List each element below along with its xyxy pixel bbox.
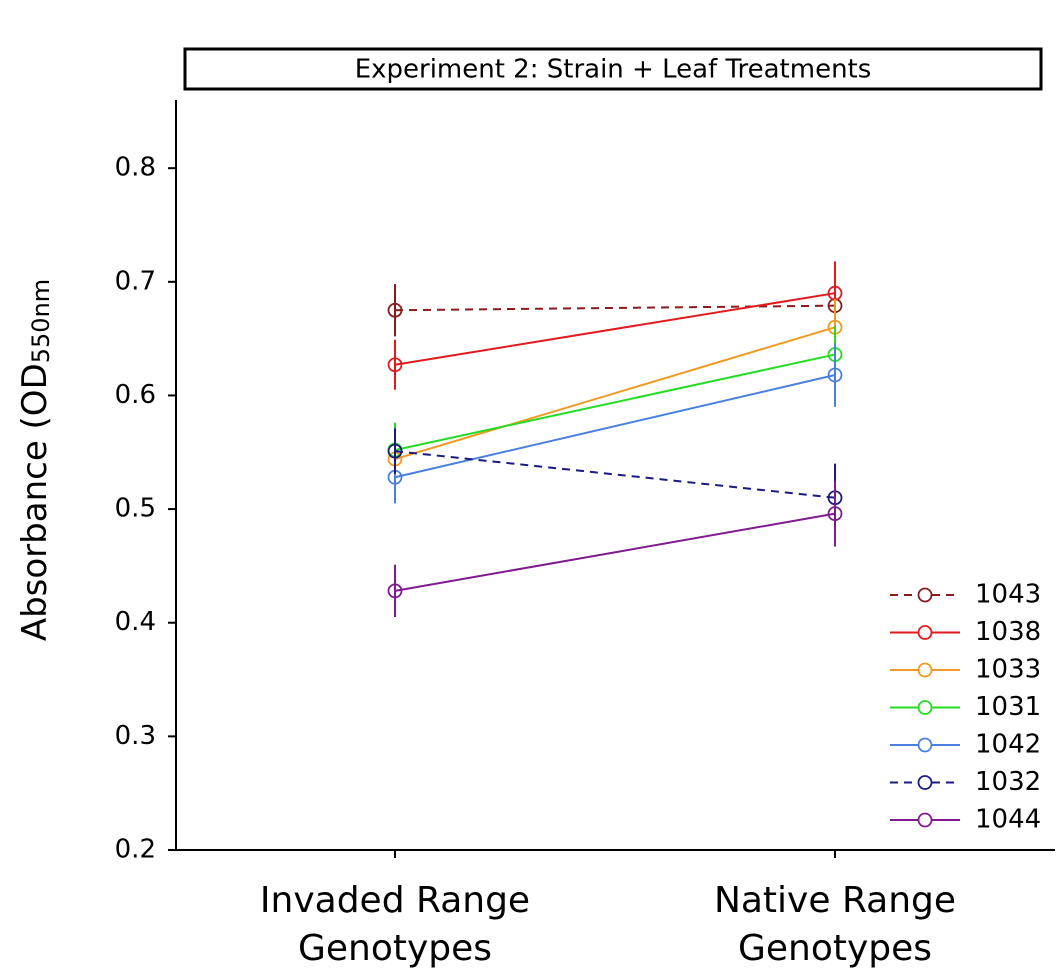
- point: [387, 357, 403, 373]
- series-line: [394, 450, 836, 499]
- legend-marker: [917, 587, 933, 603]
- title-box: [183, 47, 1043, 91]
- legend-label: 1043: [975, 580, 1041, 610]
- y-tick-label: 0.6: [115, 380, 156, 410]
- point: [827, 367, 843, 383]
- y-tick-label: 0.3: [115, 721, 156, 751]
- legend-label: 1031: [975, 692, 1041, 722]
- y-tick-label: 0.2: [115, 835, 156, 865]
- x-tick-label: Genotypes: [738, 928, 932, 969]
- x-tick-label: Native Range: [714, 880, 956, 921]
- x-tick-label: Genotypes: [298, 928, 492, 969]
- legend-label: 1038: [975, 617, 1041, 647]
- y-tick-label: 0.4: [115, 607, 156, 637]
- point: [827, 506, 843, 522]
- legend-marker: [917, 700, 933, 715]
- series-line: [394, 512, 836, 592]
- legend-marker: [917, 662, 933, 678]
- chart-title: Experiment 2: Strain + Leaf Treatments: [355, 55, 872, 85]
- series-line: [394, 374, 836, 479]
- legend-marker: [917, 737, 933, 753]
- x-tick-label: Invaded Range: [260, 880, 530, 921]
- point: [387, 302, 403, 318]
- point: [387, 443, 403, 459]
- legend-label: 1033: [975, 655, 1041, 685]
- y-axis-label-main: Absorbance (OD: [15, 363, 55, 641]
- series-line: [394, 304, 836, 312]
- series-line: [394, 326, 836, 461]
- y-tick-label: 0.7: [115, 266, 156, 296]
- y-axis-label-subscript: 550nm: [27, 279, 55, 363]
- point: [387, 583, 403, 599]
- legend-marker: [917, 775, 933, 790]
- y-axis-label: Absorbance (OD550nm: [15, 279, 56, 641]
- legend-label: 1044: [975, 805, 1041, 835]
- legend-marker: [917, 625, 933, 640]
- y-tick-label: 0.5: [115, 494, 156, 524]
- legend-label: 1042: [975, 730, 1041, 760]
- legend-label: 1032: [975, 767, 1041, 797]
- series-line: [394, 353, 836, 451]
- legend-marker: [917, 812, 933, 828]
- y-tick-label: 0.8: [115, 153, 156, 183]
- series-line: [394, 292, 836, 366]
